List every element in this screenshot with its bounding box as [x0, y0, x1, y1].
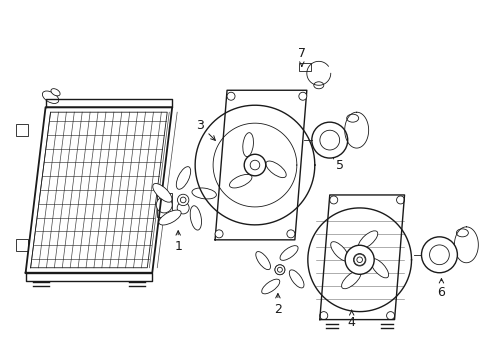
Circle shape [274, 265, 285, 275]
Circle shape [286, 230, 294, 238]
Text: 7: 7 [297, 47, 305, 66]
Circle shape [298, 92, 306, 100]
Circle shape [226, 92, 235, 100]
Circle shape [177, 194, 188, 206]
Text: 3: 3 [196, 119, 215, 140]
Ellipse shape [280, 246, 298, 260]
Circle shape [249, 159, 260, 171]
Circle shape [250, 160, 259, 170]
Ellipse shape [346, 114, 358, 122]
Ellipse shape [341, 271, 360, 289]
Ellipse shape [159, 210, 181, 225]
Circle shape [353, 254, 365, 265]
Text: 2: 2 [273, 293, 281, 316]
Ellipse shape [455, 229, 468, 237]
Text: 1: 1 [174, 231, 182, 253]
FancyBboxPatch shape [16, 124, 27, 136]
Ellipse shape [261, 279, 279, 294]
Circle shape [177, 202, 189, 214]
Ellipse shape [265, 161, 285, 177]
Circle shape [421, 237, 456, 273]
FancyBboxPatch shape [16, 239, 27, 251]
Text: 5: 5 [332, 153, 343, 172]
Circle shape [329, 196, 337, 204]
Circle shape [319, 312, 327, 320]
Ellipse shape [229, 174, 251, 188]
Circle shape [156, 197, 172, 213]
Ellipse shape [330, 242, 348, 261]
Ellipse shape [255, 252, 270, 270]
Circle shape [244, 154, 265, 176]
Text: 6: 6 [437, 279, 445, 299]
Circle shape [386, 312, 394, 320]
Ellipse shape [370, 258, 388, 278]
Ellipse shape [313, 82, 323, 89]
Ellipse shape [243, 132, 253, 157]
Ellipse shape [176, 167, 190, 189]
Ellipse shape [42, 91, 59, 103]
Circle shape [396, 196, 404, 204]
Ellipse shape [190, 206, 201, 230]
Circle shape [311, 122, 347, 158]
Circle shape [345, 245, 373, 274]
Ellipse shape [358, 231, 377, 249]
Ellipse shape [51, 89, 60, 96]
Circle shape [215, 230, 223, 238]
Ellipse shape [289, 270, 304, 288]
FancyBboxPatch shape [157, 193, 172, 217]
Circle shape [274, 265, 284, 275]
Text: 4: 4 [347, 310, 355, 329]
Ellipse shape [152, 184, 172, 202]
FancyBboxPatch shape [298, 63, 310, 71]
Ellipse shape [192, 188, 216, 199]
